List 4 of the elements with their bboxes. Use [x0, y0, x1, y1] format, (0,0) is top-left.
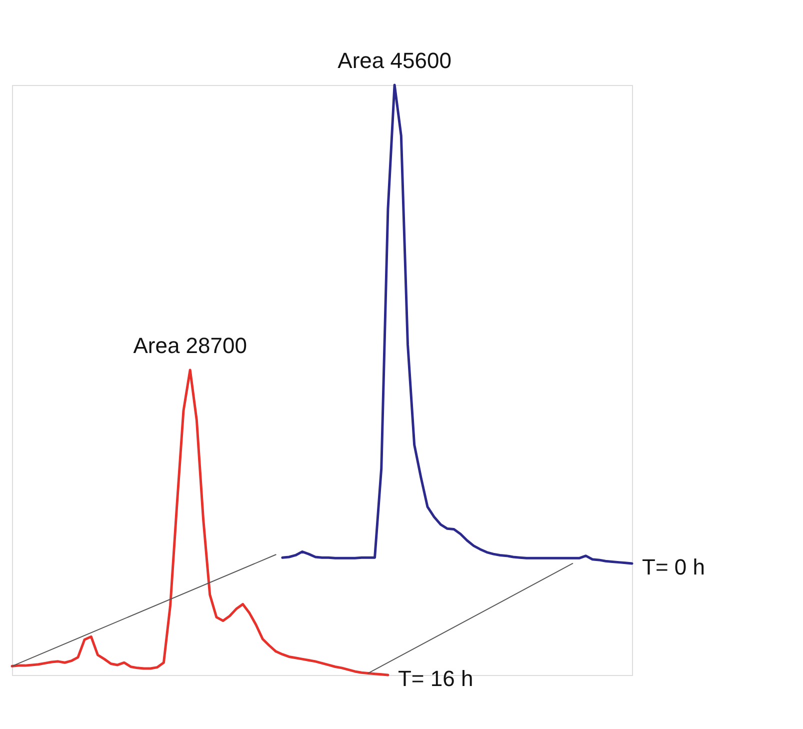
text: T= 0 h — [642, 554, 705, 580]
annotation: Area 28700 — [133, 332, 247, 358]
annotation: Area 45600 — [338, 48, 452, 73]
annotation: T= 16 h — [398, 666, 474, 691]
